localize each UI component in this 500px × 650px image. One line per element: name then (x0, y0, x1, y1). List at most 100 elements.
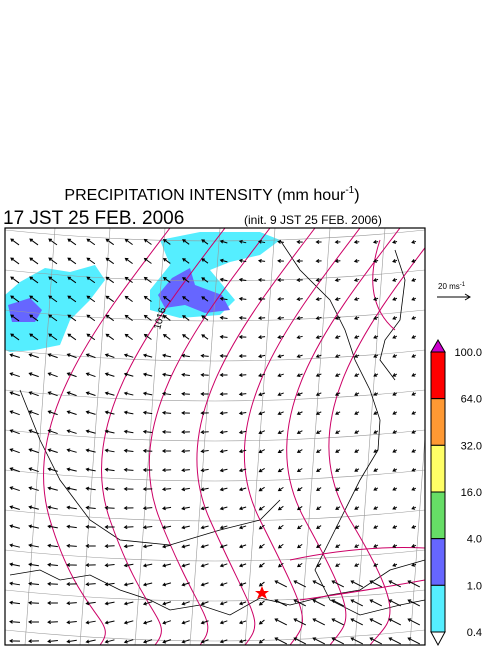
title-close: ) (354, 187, 359, 204)
wind-arrow (315, 259, 322, 263)
wind-arrow (142, 448, 153, 453)
wind-arrow (28, 486, 39, 491)
wind-arrow (411, 449, 417, 453)
wind-arrow (85, 448, 96, 453)
wind-arrow (258, 467, 265, 473)
wind-arrow (354, 563, 360, 567)
wind-arrow (142, 544, 153, 549)
wind-arrow (48, 314, 58, 322)
wind-arrow (143, 295, 152, 302)
wind-arrow (257, 316, 266, 321)
wind-arrow (392, 278, 398, 282)
wind-arrow (86, 238, 96, 246)
wind-arrow (350, 618, 364, 626)
wind-arrow (353, 335, 360, 339)
colorbar-label: 1.0 (467, 580, 482, 592)
wind-arrow (162, 620, 172, 625)
wind-arrow (331, 637, 345, 645)
wind-arrow (201, 296, 209, 302)
wind-arrow (296, 259, 303, 263)
wind-arrow (316, 544, 322, 548)
wind-arrow (334, 297, 341, 301)
wind-arrow (258, 638, 265, 644)
wind-arrow (48, 295, 58, 303)
isobar (243, 228, 361, 645)
wind-arrow (9, 600, 21, 605)
wind-arrow (9, 410, 20, 416)
wind-arrow (296, 506, 303, 511)
wind-arrow (354, 411, 360, 415)
wind-arrow (296, 430, 303, 434)
wind-arrow (10, 314, 20, 322)
wind-arrow (316, 563, 322, 567)
wind-arrow (28, 353, 39, 359)
wind-arrow (29, 238, 39, 246)
wind-arrow (182, 334, 190, 340)
wind-arrow (392, 468, 398, 472)
wind-arrow (161, 506, 172, 511)
wind-arrow (200, 468, 209, 473)
wind-arrow (411, 506, 417, 510)
wind-arrow (47, 467, 58, 472)
colorbar-segment (430, 398, 446, 446)
wind-arrow (335, 506, 341, 510)
wind-arrow (296, 278, 303, 282)
wind-arrow (124, 257, 133, 265)
wind-arrow (407, 580, 421, 588)
wind-arrow (312, 599, 326, 607)
parallel (5, 629, 425, 642)
wind-arrow (392, 506, 398, 510)
wind-arrow (315, 392, 322, 396)
wind-arrow (350, 637, 364, 645)
wind-arrow (86, 257, 96, 265)
wind-arrow (104, 410, 115, 415)
wind-arrow (28, 581, 39, 586)
wind-arrow (29, 276, 39, 284)
parallel (5, 509, 425, 522)
wind-arrow (200, 525, 209, 530)
wind-arrow (182, 258, 190, 264)
wind-arrow (219, 544, 228, 549)
wind-arrow (104, 391, 115, 396)
wind-arrow (411, 525, 417, 529)
wind-arrow (369, 580, 383, 588)
wind-arrow (48, 333, 58, 341)
wind-arrow (277, 258, 284, 263)
wind-arrow (200, 582, 209, 587)
wind-arrow (66, 620, 77, 625)
wind-arrow (123, 544, 134, 549)
wind-arrow (238, 639, 247, 644)
wind-arrow (123, 525, 134, 530)
wind-arrow (258, 581, 265, 587)
isobar (372, 239, 396, 331)
wind-arrow (123, 353, 134, 358)
wind-arrow (312, 637, 326, 645)
wind-arrow (392, 240, 398, 244)
meridian (409, 429, 425, 645)
title-sup: -1 (345, 185, 354, 196)
wind-arrow (411, 297, 417, 301)
wind-arrow (66, 524, 77, 529)
wind-arrow (162, 601, 172, 606)
wind-arrow (274, 618, 288, 626)
wind-arrow (293, 599, 307, 607)
wind-arrow (201, 239, 209, 245)
wind-arrow (161, 410, 172, 415)
wind-arrow (86, 333, 96, 341)
wind-arrow (219, 296, 228, 301)
wind-arrow (316, 449, 322, 453)
title: PRECIPITATION INTENSITY (mm hour-1) (64, 185, 359, 204)
parallel (5, 269, 425, 282)
wind-arrow (85, 524, 96, 529)
wind-arrow (335, 563, 341, 567)
colorbar-label: 4.0 (467, 534, 482, 546)
wind-arrow (334, 316, 341, 320)
wind-arrow (162, 296, 171, 302)
wind-arrow (28, 448, 39, 454)
wind-arrow (373, 297, 379, 301)
wind-arrow (10, 276, 20, 284)
wind-arrow (411, 354, 417, 358)
wind-arrow (47, 562, 58, 567)
wind-arrow (219, 487, 228, 492)
wind-arrow (200, 620, 209, 625)
